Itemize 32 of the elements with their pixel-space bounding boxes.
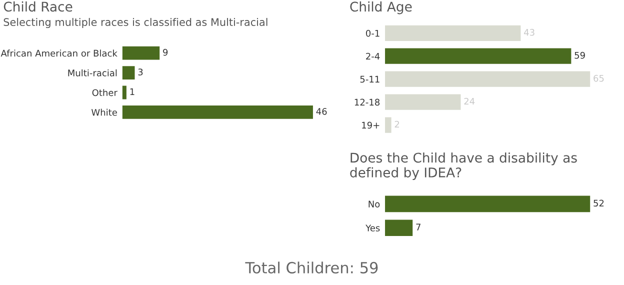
y-tick-label: 19+ <box>362 122 380 129</box>
bar <box>385 48 572 64</box>
data-label: 9 <box>163 48 168 56</box>
data-label: 46 <box>316 108 327 115</box>
y-tick-label: 2-4 <box>366 52 380 60</box>
y-tick-label: No <box>368 200 380 208</box>
y-tick-label: 12-18 <box>354 98 380 106</box>
data-label: 1 <box>130 88 134 95</box>
chart-title: Child Race <box>4 1 72 12</box>
data-label: 59 <box>574 52 585 59</box>
y-tick-label: 5-11 <box>360 76 380 83</box>
data-label: 7 <box>416 224 420 230</box>
y-tick-label: Yes <box>366 224 380 232</box>
chart-subtitle: Selecting multiple races is classified as Multi-racial <box>4 18 268 28</box>
y-tick-label: 0-1 <box>366 30 380 37</box>
bar <box>122 106 313 119</box>
chart-title: Child Age <box>350 1 412 14</box>
y-tick-label: African American or Black <box>0 50 118 57</box>
y-tick-label: White <box>91 108 117 116</box>
bar <box>122 66 135 80</box>
text: Total Children: 59 <box>245 262 378 274</box>
bar <box>122 46 160 60</box>
chart-title: Does the Child have a disability as defined by IDEA? <box>350 152 577 180</box>
bar <box>385 25 521 41</box>
y-tick-label: Other <box>92 89 118 96</box>
bar <box>385 71 590 87</box>
data-label: 52 <box>594 200 604 207</box>
y-tick-label: Multi-racial <box>68 69 117 76</box>
data-label: 3 <box>138 68 143 76</box>
bar <box>385 94 461 110</box>
bar <box>385 117 392 133</box>
bar <box>122 86 126 100</box>
